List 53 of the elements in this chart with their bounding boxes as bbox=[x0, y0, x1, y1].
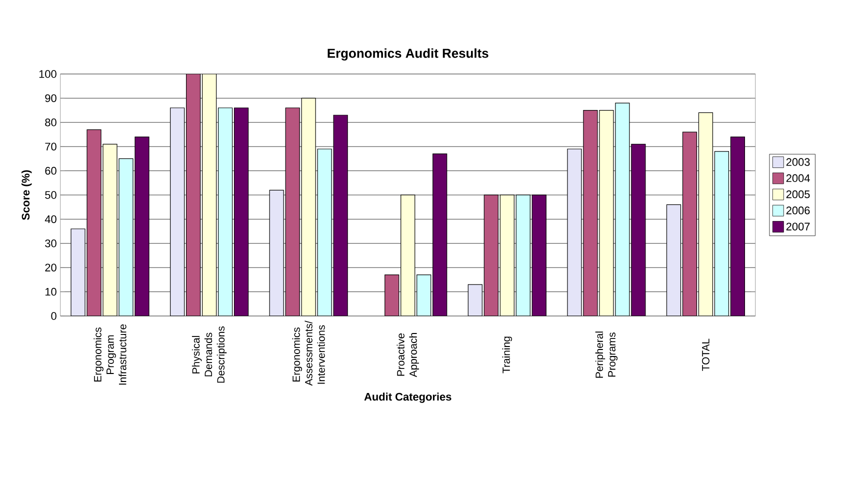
y-tick-label: 20 bbox=[45, 264, 56, 272]
bar bbox=[500, 194, 514, 316]
bar bbox=[384, 274, 400, 316]
y-axis-title: Score (%) bbox=[22, 170, 32, 220]
bar bbox=[269, 190, 284, 316]
bar bbox=[202, 74, 217, 316]
bar bbox=[468, 284, 482, 316]
bar bbox=[714, 151, 730, 316]
y-tick-label: 100 bbox=[39, 70, 56, 78]
y-tick-label: 60 bbox=[45, 166, 56, 175]
bar bbox=[70, 228, 86, 316]
y-tick-label: 80 bbox=[45, 118, 56, 126]
x-tick-label: Physical Demands Descriptions bbox=[192, 326, 227, 383]
chart-title: Ergonomics Audit Results bbox=[328, 48, 488, 60]
bar bbox=[682, 132, 698, 316]
x-tick-label: Ergonomics Program Infrastructure bbox=[94, 324, 126, 385]
bar bbox=[102, 144, 118, 316]
bar bbox=[86, 129, 102, 316]
legend-label: 2005 bbox=[786, 190, 810, 198]
bar bbox=[484, 194, 498, 316]
legend-label: 2007 bbox=[786, 222, 810, 230]
bar bbox=[599, 110, 614, 316]
bar bbox=[186, 74, 201, 316]
bar bbox=[218, 108, 233, 316]
y-tick-label: 50 bbox=[45, 191, 56, 199]
legend-label: 2003 bbox=[786, 158, 810, 166]
bar bbox=[400, 194, 416, 316]
bar bbox=[567, 148, 582, 316]
x-tick-label: Peripheral Programs bbox=[595, 332, 618, 378]
y-tick-label: 0 bbox=[51, 312, 56, 320]
legend-label: 2006 bbox=[786, 206, 810, 214]
bar bbox=[170, 108, 185, 316]
bar bbox=[317, 148, 332, 316]
bar bbox=[516, 194, 530, 316]
x-tick-label: Ergonomics Assessments/ Interventions bbox=[292, 320, 325, 386]
bar bbox=[118, 158, 134, 316]
bar bbox=[285, 108, 300, 316]
bar bbox=[615, 102, 630, 316]
bar bbox=[301, 98, 316, 316]
bar bbox=[698, 112, 714, 316]
y-tick-label: 70 bbox=[45, 142, 56, 150]
y-tick-label: 40 bbox=[44, 215, 56, 224]
x-tick-label: Training bbox=[502, 336, 512, 374]
legend-label: 2004 bbox=[786, 174, 810, 182]
y-tick-label: 30 bbox=[45, 240, 56, 248]
x-tick-label: TOTAL bbox=[702, 338, 710, 371]
x-tick-label: Proactive Approach bbox=[396, 333, 419, 378]
bar bbox=[666, 204, 682, 316]
bar bbox=[583, 110, 598, 316]
y-tick-label: 90 bbox=[45, 94, 56, 102]
x-axis-title: Audit Categories bbox=[364, 392, 452, 403]
y-tick-label: 10 bbox=[45, 288, 56, 296]
bar bbox=[416, 274, 432, 316]
